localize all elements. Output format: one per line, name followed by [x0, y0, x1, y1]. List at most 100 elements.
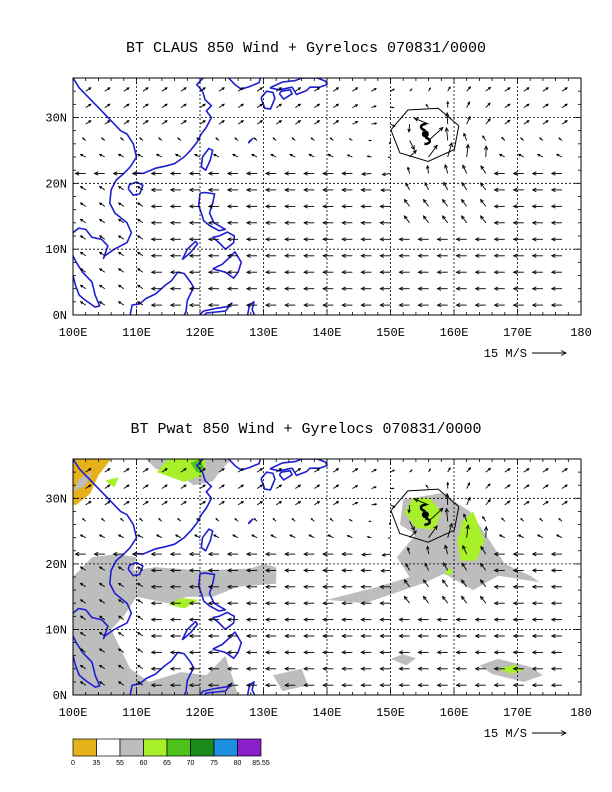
wind-vector-head	[79, 632, 84, 635]
wind-vector-head	[112, 171, 118, 176]
wind-vector-head	[284, 551, 289, 557]
wind-vector-head	[303, 551, 308, 557]
wind-vector-head	[174, 153, 179, 157]
wind-vector	[161, 484, 168, 489]
coastline	[278, 89, 293, 100]
wind-vector-head	[88, 87, 92, 91]
wind-vector-head	[487, 498, 491, 503]
wind-vector-head	[303, 633, 308, 639]
wind-vector-head	[341, 584, 347, 590]
wind-vector-head	[479, 562, 484, 568]
wind-vector-head	[136, 632, 141, 635]
wind-vector-head	[150, 584, 156, 590]
coastline	[200, 147, 214, 171]
wind-vector-head	[169, 187, 175, 193]
wind-vector-head	[335, 87, 340, 91]
wind-vector-head	[398, 253, 404, 258]
wind-vector-head	[322, 551, 327, 557]
wind-vector-head	[145, 468, 149, 472]
wind-vector-head	[341, 204, 347, 209]
wind-vector	[275, 501, 282, 506]
wind-vector-head	[436, 617, 442, 622]
wind-vector-head	[259, 87, 264, 91]
wind-vector-head	[207, 270, 213, 275]
wind-vector-head	[507, 468, 511, 472]
wind-vector-head	[169, 286, 175, 291]
wind-vector-head	[512, 551, 518, 557]
wind-vector-head	[221, 87, 225, 91]
wind-vector-head	[145, 120, 149, 124]
typhoon-icon	[419, 122, 432, 146]
wind-vector-head	[150, 220, 156, 226]
wind-vector-head	[355, 87, 359, 91]
wind-vector-head	[501, 517, 504, 520]
pwat-shade-gray	[390, 654, 416, 666]
wind-vector-head	[81, 518, 85, 521]
wind-vector-head	[303, 171, 308, 176]
wind-vector-head	[136, 153, 141, 157]
wind-vector-head	[373, 469, 377, 472]
wind-vector-head	[150, 682, 156, 688]
wind-vector-head	[512, 584, 518, 590]
wind-vector-head	[361, 552, 366, 557]
coastline	[73, 680, 74, 682]
wind-vector	[80, 268, 86, 273]
wind-vector-head	[79, 268, 84, 272]
wind-vector-head	[150, 650, 156, 655]
wind-vector	[118, 284, 125, 290]
wind-vector-head	[74, 171, 80, 176]
wind-vector-head	[366, 535, 370, 539]
wind-vector-head	[169, 584, 175, 590]
wind-vector	[542, 468, 549, 473]
colorbar-swatch	[96, 738, 121, 757]
typhoon-icon-eye	[421, 130, 429, 138]
wind-vector-head	[169, 237, 175, 242]
wind-vector	[123, 484, 130, 489]
wind-vector-head	[448, 467, 451, 470]
wind-vector-head	[341, 237, 346, 242]
wind-vector	[404, 596, 410, 604]
wind-vector-head	[164, 120, 168, 124]
wind-vector-head	[507, 500, 511, 504]
wind-vector-head	[136, 202, 141, 206]
wind-vector-head	[310, 137, 313, 140]
wind-vector-head	[264, 204, 270, 209]
wind-vector-head	[150, 633, 156, 639]
wind-vector	[480, 596, 487, 604]
wind-vector-head	[355, 485, 359, 488]
wind-vector-head	[379, 682, 385, 688]
wind-vector-head	[284, 601, 289, 606]
wind-vector	[237, 484, 244, 489]
wind-vector-head	[183, 87, 187, 91]
wind-vector-head	[413, 498, 419, 503]
wind-vector-head	[398, 617, 404, 622]
wind-vector-head	[474, 617, 480, 622]
wind-vector-head	[493, 237, 499, 242]
wind-vector-head	[98, 566, 103, 570]
wind-vector-head	[479, 182, 484, 187]
wind-vector-head	[531, 601, 537, 606]
wind-vector-head	[360, 302, 366, 308]
wind-vector-head	[407, 509, 411, 514]
wind-vector-head	[188, 666, 194, 671]
wind-vector-head	[441, 198, 446, 203]
wind-vector	[99, 284, 106, 290]
wind-vector-head	[531, 286, 537, 291]
wind-vector	[404, 215, 410, 224]
wind-vector-head	[341, 171, 347, 176]
colorbar-swatch	[166, 738, 191, 757]
wind-vector-head	[150, 204, 156, 209]
wind-vector-head	[512, 666, 518, 671]
wind-vector-head	[221, 103, 225, 107]
wind-vector-head	[150, 253, 156, 258]
wind-vector-head	[284, 204, 289, 209]
wind-vector-head	[512, 253, 518, 258]
wind-vector	[446, 493, 449, 505]
wind-vector-head	[150, 666, 156, 671]
wind-vector-head	[183, 468, 187, 472]
wind-vector	[423, 596, 429, 604]
wind-vector-head	[392, 88, 395, 91]
wind-vector-head	[98, 582, 103, 586]
wind-vector-head	[226, 682, 232, 688]
wind-vector	[99, 648, 106, 653]
